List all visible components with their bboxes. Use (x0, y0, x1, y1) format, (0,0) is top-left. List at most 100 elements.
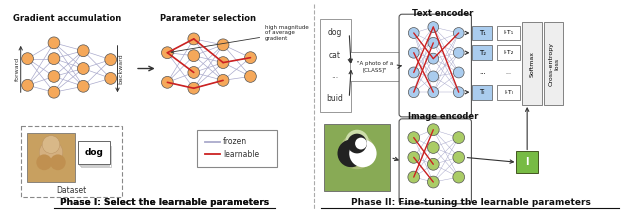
Circle shape (188, 33, 200, 45)
Text: Softmax: Softmax (529, 51, 534, 77)
Text: Text encoder: Text encoder (412, 9, 474, 18)
Circle shape (428, 71, 438, 82)
FancyBboxPatch shape (350, 52, 399, 81)
Circle shape (408, 28, 419, 38)
FancyBboxPatch shape (20, 126, 122, 197)
Circle shape (355, 138, 367, 149)
FancyBboxPatch shape (497, 25, 520, 40)
Circle shape (453, 151, 465, 163)
Text: learnable: learnable (223, 150, 259, 159)
Circle shape (428, 87, 438, 98)
Circle shape (50, 154, 66, 170)
Circle shape (217, 57, 229, 68)
Circle shape (188, 82, 200, 94)
Circle shape (22, 79, 33, 91)
Text: Dataset: Dataset (56, 186, 86, 195)
FancyBboxPatch shape (80, 144, 109, 166)
Circle shape (105, 54, 116, 65)
FancyBboxPatch shape (79, 143, 108, 165)
Text: Phase I: Select the learnable parameters: Phase I: Select the learnable parameters (60, 198, 269, 207)
Circle shape (453, 67, 464, 78)
Circle shape (349, 140, 376, 167)
Circle shape (428, 124, 439, 136)
Text: I: I (525, 157, 529, 167)
Circle shape (48, 37, 60, 49)
Text: ...: ... (479, 70, 486, 75)
FancyBboxPatch shape (196, 130, 277, 167)
Circle shape (346, 130, 369, 153)
Circle shape (39, 141, 63, 164)
Circle shape (77, 45, 89, 57)
Circle shape (408, 47, 419, 58)
Circle shape (428, 158, 439, 170)
Circle shape (453, 28, 464, 38)
Text: Tₗ: Tₗ (479, 89, 485, 95)
Circle shape (453, 47, 464, 58)
Text: I·T₁: I·T₁ (504, 30, 514, 35)
Circle shape (22, 53, 33, 65)
Text: dog: dog (84, 148, 104, 157)
FancyBboxPatch shape (399, 14, 472, 117)
FancyBboxPatch shape (320, 19, 351, 112)
Circle shape (42, 136, 60, 153)
Circle shape (428, 141, 439, 153)
FancyBboxPatch shape (516, 151, 538, 173)
Circle shape (244, 70, 257, 82)
Text: Parameter selection: Parameter selection (161, 14, 257, 23)
Circle shape (453, 132, 465, 144)
Circle shape (161, 76, 173, 88)
Circle shape (337, 140, 365, 167)
FancyBboxPatch shape (399, 119, 472, 204)
FancyBboxPatch shape (472, 25, 492, 40)
Circle shape (408, 67, 419, 78)
Text: backward: backward (118, 53, 123, 84)
Circle shape (428, 22, 438, 32)
Circle shape (408, 151, 420, 163)
Text: "A photo of a
[CLASS]": "A photo of a [CLASS]" (356, 61, 393, 72)
Text: forward: forward (15, 56, 20, 81)
FancyBboxPatch shape (27, 133, 76, 182)
Text: I·Tₗ: I·Tₗ (504, 90, 513, 95)
Text: buid: buid (326, 94, 343, 103)
Text: T₁: T₁ (479, 30, 486, 36)
Text: Image encoder: Image encoder (408, 112, 478, 121)
FancyBboxPatch shape (472, 45, 492, 60)
Circle shape (348, 134, 367, 153)
Circle shape (161, 47, 173, 59)
Circle shape (428, 37, 438, 48)
Text: Phase I: Select the learnable parameters: Phase I: Select the learnable parameters (60, 198, 269, 207)
Text: T₂: T₂ (479, 50, 486, 56)
Circle shape (453, 171, 465, 183)
Text: ...: ... (331, 71, 338, 80)
Text: dog: dog (328, 29, 342, 38)
Circle shape (77, 63, 89, 75)
Text: cat: cat (328, 51, 340, 60)
Text: Phase II: Fine-tuning the learnable parameters: Phase II: Fine-tuning the learnable para… (351, 198, 590, 207)
FancyBboxPatch shape (544, 22, 563, 105)
Circle shape (48, 53, 60, 65)
Circle shape (48, 86, 60, 98)
Text: Cross-entropy
loss: Cross-entropy loss (548, 41, 559, 86)
Circle shape (339, 134, 374, 169)
FancyBboxPatch shape (81, 146, 111, 167)
Circle shape (188, 67, 200, 78)
FancyBboxPatch shape (324, 124, 390, 191)
Circle shape (408, 132, 420, 144)
Circle shape (428, 176, 439, 188)
Text: Gradient accumulation: Gradient accumulation (13, 14, 121, 23)
Circle shape (77, 80, 89, 92)
Circle shape (48, 70, 60, 82)
Text: frozen: frozen (223, 137, 247, 146)
FancyBboxPatch shape (522, 22, 542, 105)
Circle shape (105, 72, 116, 84)
Text: ...: ... (506, 70, 511, 75)
Circle shape (217, 39, 229, 51)
Circle shape (408, 171, 420, 183)
FancyBboxPatch shape (497, 85, 520, 100)
Circle shape (453, 87, 464, 98)
Circle shape (36, 154, 52, 170)
Circle shape (188, 50, 200, 62)
Circle shape (428, 53, 438, 64)
Circle shape (408, 87, 419, 98)
Circle shape (244, 52, 257, 64)
